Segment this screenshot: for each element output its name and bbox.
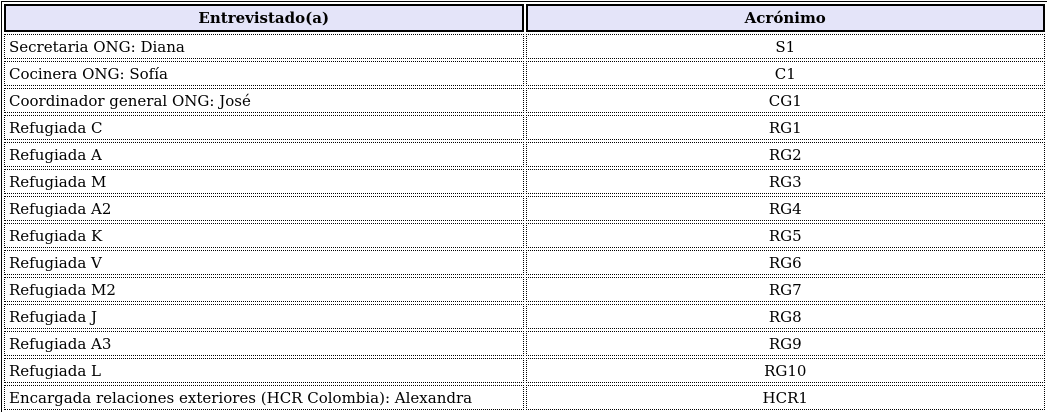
table-row: Cocinera ONG: Sofía C1 — [4, 61, 1045, 86]
entrevistado-cell: Cocinera ONG: Sofía — [4, 61, 524, 86]
entrevistado-cell: Refugiada A3 — [4, 331, 524, 356]
entrevistado-cell: Refugiada M2 — [4, 277, 524, 302]
acronimo-cell: RG4 — [525, 196, 1045, 221]
acronimo-cell: C1 — [525, 61, 1045, 86]
table-row: Refugiada A2 RG4 — [4, 196, 1045, 221]
column-header-acronimo: Acrónimo — [525, 4, 1045, 32]
acronimo-cell: RG8 — [525, 304, 1045, 329]
entrevistado-cell: Refugiada V — [4, 250, 524, 275]
table-row: Secretaria ONG: Diana S1 — [4, 34, 1045, 59]
acronimo-cell: RG1 — [525, 115, 1045, 140]
entrevistado-cell: Refugiada C — [4, 115, 524, 140]
table-row: Refugiada C RG1 — [4, 115, 1045, 140]
entrevistado-cell: Encargada relaciones exteriores (HCR Col… — [4, 385, 524, 410]
table-body: Secretaria ONG: Diana S1 Cocinera ONG: Sof… — [4, 34, 1045, 410]
entrevistado-cell: Coordinador general ONG: José — [4, 88, 524, 113]
table-row: Refugiada A RG2 — [4, 142, 1045, 167]
entrevistado-cell: Refugiada A — [4, 142, 524, 167]
entrevistado-cell: Refugiada J — [4, 304, 524, 329]
entrevistado-cell: Secretaria ONG: Diana — [4, 34, 524, 59]
header-row: Entrevistado(a) Acrónimo — [4, 4, 1045, 32]
entrevistado-cell: Refugiada A2 — [4, 196, 524, 221]
acronimo-cell: RG9 — [525, 331, 1045, 356]
acronimo-cell: RG10 — [525, 358, 1045, 383]
table-row: Refugiada V RG6 — [4, 250, 1045, 275]
table-row: Refugiada M2 RG7 — [4, 277, 1045, 302]
acronimo-cell: RG7 — [525, 277, 1045, 302]
entrevistado-cell: Refugiada M — [4, 169, 524, 194]
table-row: Refugiada K RG5 — [4, 223, 1045, 248]
table-row: Coordinador general ONG: José CG1 — [4, 88, 1045, 113]
entrevistado-cell: Refugiada K — [4, 223, 524, 248]
acronimo-cell: RG5 — [525, 223, 1045, 248]
acronimo-cell: CG1 — [525, 88, 1045, 113]
acronimo-cell: S1 — [525, 34, 1045, 59]
table-row: Refugiada J RG8 — [4, 304, 1045, 329]
table-row: Refugiada A3 RG9 — [4, 331, 1045, 356]
acronimo-cell: RG3 — [525, 169, 1045, 194]
table-row: Refugiada L RG10 — [4, 358, 1045, 383]
column-header-entrevistado: Entrevistado(a) — [4, 4, 524, 32]
table-row: Refugiada M RG3 — [4, 169, 1045, 194]
table-row: Encargada relaciones exteriores (HCR Col… — [4, 385, 1045, 410]
acronimo-cell: RG6 — [525, 250, 1045, 275]
entrevistado-cell: Refugiada L — [4, 358, 524, 383]
acronimo-cell: RG2 — [525, 142, 1045, 167]
acronimo-cell: HCR1 — [525, 385, 1045, 410]
